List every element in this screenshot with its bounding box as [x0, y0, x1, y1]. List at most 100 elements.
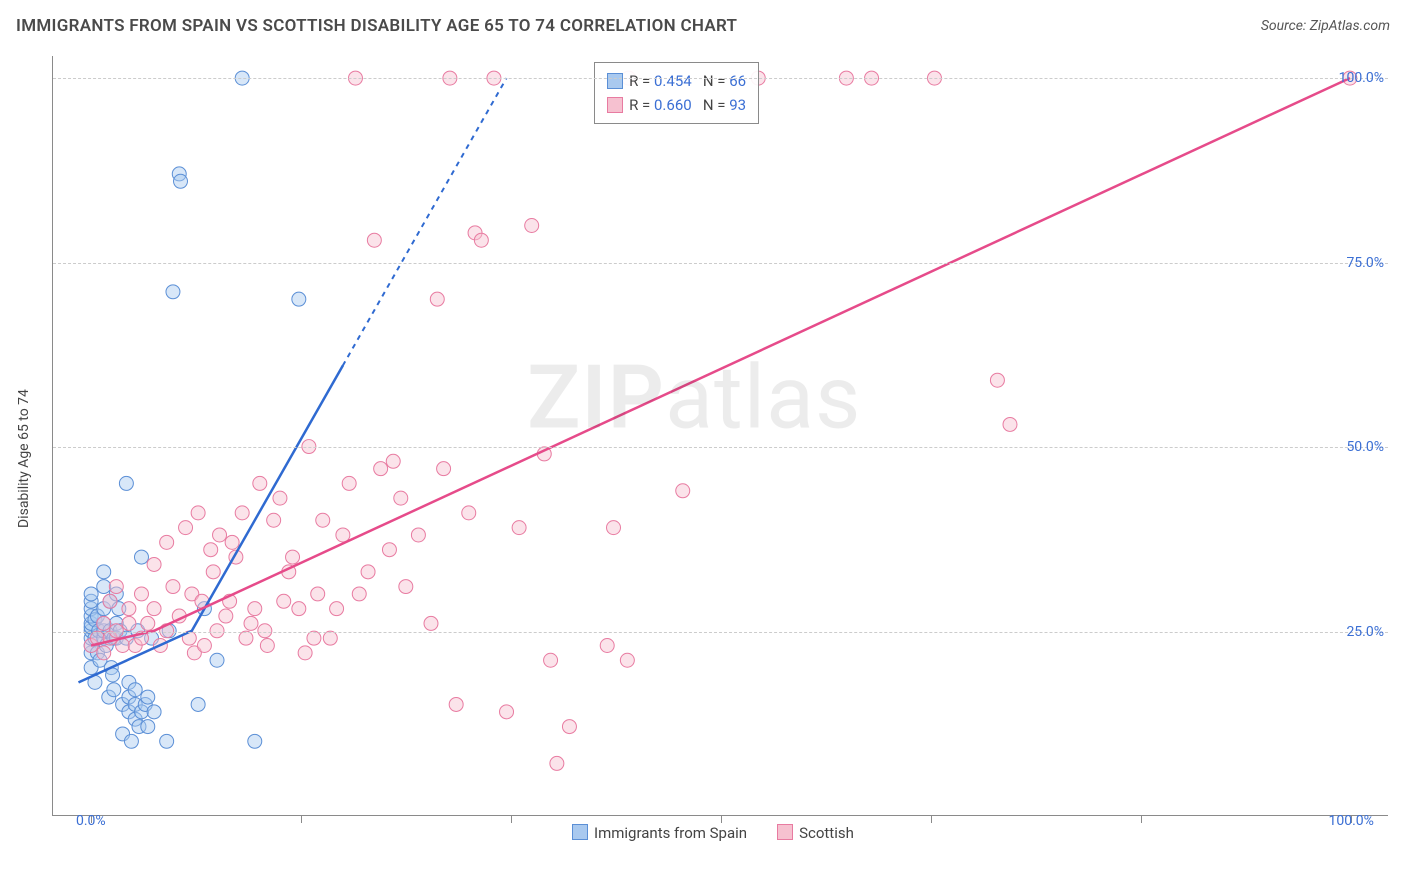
data-point-scottish — [239, 631, 253, 645]
r-value: 0.660 — [654, 96, 692, 114]
y-tick-label: 75.0% — [1346, 255, 1384, 271]
legend-item-scottish: Scottish — [777, 824, 854, 842]
data-point-scottish — [342, 476, 356, 490]
x-tick — [301, 815, 302, 823]
data-point-scottish — [336, 528, 350, 542]
data-point-scottish — [562, 720, 576, 734]
data-point-scottish — [213, 528, 227, 542]
y-tick-label: 50.0% — [1346, 439, 1384, 455]
data-point-scottish — [607, 521, 621, 535]
data-point-scottish — [525, 218, 539, 232]
legend-item-spain: Immigrants from Spain — [572, 824, 747, 842]
data-point-scottish — [160, 535, 174, 549]
stats-swatch-icon — [607, 73, 623, 89]
data-point-scottish — [292, 602, 306, 616]
data-point-scottish — [277, 594, 291, 608]
data-point-spain — [147, 705, 161, 719]
n-value: 93 — [729, 96, 746, 114]
data-point-spain — [134, 550, 148, 564]
data-point-scottish — [179, 521, 193, 535]
x-tick — [511, 815, 512, 823]
data-point-spain — [160, 734, 174, 748]
data-point-scottish — [411, 528, 425, 542]
data-point-scottish — [286, 550, 300, 564]
data-point-scottish — [197, 639, 211, 653]
data-point-scottish — [206, 565, 220, 579]
x-tick-label: 0.0% — [76, 813, 106, 829]
data-point-scottish — [374, 462, 388, 476]
data-point-scottish — [437, 462, 451, 476]
data-point-scottish — [990, 373, 1004, 387]
data-point-spain — [141, 720, 155, 734]
gridline — [53, 263, 1388, 264]
data-point-spain — [119, 476, 133, 490]
data-point-spain — [128, 683, 142, 697]
chart-title: IMMIGRANTS FROM SPAIN VS SCOTTISH DISABI… — [16, 16, 737, 36]
data-point-scottish — [424, 616, 438, 630]
data-point-spain — [166, 285, 180, 299]
stats-swatch-icon — [607, 97, 623, 113]
trendline-scottish — [91, 78, 1350, 645]
data-point-scottish — [166, 580, 180, 594]
data-point-scottish — [225, 535, 239, 549]
data-point-scottish — [474, 233, 488, 247]
data-point-scottish — [430, 292, 444, 306]
data-point-scottish — [248, 602, 262, 616]
data-point-scottish — [147, 602, 161, 616]
data-point-scottish — [361, 565, 375, 579]
gridline — [53, 632, 1388, 633]
data-point-scottish — [323, 631, 337, 645]
y-tick-label: 25.0% — [1346, 624, 1384, 640]
data-point-scottish — [97, 616, 111, 630]
legend-swatch-icon — [777, 824, 793, 840]
gridline — [53, 447, 1388, 448]
data-point-spain — [141, 690, 155, 704]
legend-label: Immigrants from Spain — [594, 824, 747, 842]
data-point-spain — [107, 683, 121, 697]
data-point-scottish — [253, 476, 267, 490]
x-tick — [931, 815, 932, 823]
data-point-scottish — [462, 506, 476, 520]
correlation-stats-box: R = 0.454 N = 66R = 0.660 N = 93 — [594, 62, 759, 124]
data-point-scottish — [1003, 417, 1017, 431]
data-point-scottish — [116, 639, 130, 653]
data-point-scottish — [512, 521, 526, 535]
data-point-scottish — [307, 631, 321, 645]
stats-row-scottish: R = 0.660 N = 93 — [607, 93, 746, 117]
legend-swatch-icon — [572, 824, 588, 840]
data-point-scottish — [298, 646, 312, 660]
data-point-scottish — [191, 506, 205, 520]
data-point-scottish — [500, 705, 514, 719]
gridline — [53, 78, 1388, 79]
data-point-spain — [84, 587, 98, 601]
data-point-scottish — [122, 616, 136, 630]
data-point-scottish — [244, 616, 258, 630]
data-point-scottish — [147, 557, 161, 571]
data-point-scottish — [134, 587, 148, 601]
data-point-scottish — [316, 513, 330, 527]
data-point-scottish — [235, 506, 249, 520]
data-point-scottish — [399, 580, 413, 594]
x-tick — [1141, 815, 1142, 823]
data-point-scottish — [103, 594, 117, 608]
data-point-spain — [292, 292, 306, 306]
data-point-scottish — [382, 543, 396, 557]
data-point-scottish — [386, 454, 400, 468]
data-point-scottish — [620, 653, 634, 667]
data-point-scottish — [311, 587, 325, 601]
stats-row-spain: R = 0.454 N = 66 — [607, 69, 746, 93]
data-point-scottish — [97, 646, 111, 660]
data-point-scottish — [544, 653, 558, 667]
data-point-spain — [248, 734, 262, 748]
data-point-scottish — [352, 587, 366, 601]
data-point-scottish — [219, 609, 233, 623]
data-point-spain — [97, 580, 111, 594]
data-point-scottish — [550, 756, 564, 770]
x-tick-label: 100.0% — [1328, 813, 1373, 829]
data-point-spain — [191, 697, 205, 711]
data-point-scottish — [600, 639, 614, 653]
x-tick — [721, 815, 722, 823]
data-point-spain — [97, 565, 111, 579]
data-point-scottish — [267, 513, 281, 527]
data-point-scottish — [260, 639, 274, 653]
